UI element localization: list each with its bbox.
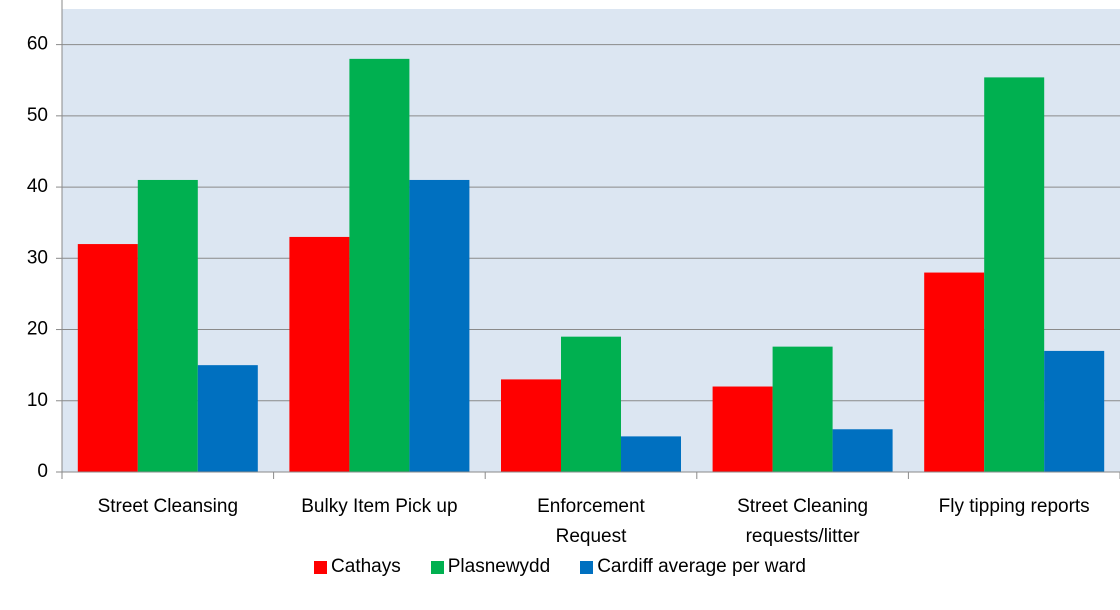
x-tick-label: Bulky Item Pick up [301,496,458,517]
y-tick-label: 50 [27,105,48,126]
bar [349,58,410,472]
y-tick-label: 40 [27,176,48,197]
bar [924,272,985,472]
bar [409,179,470,472]
bar [137,179,198,472]
legend-item: Plasnewydd [430,556,551,578]
y-tick-label: 30 [27,247,48,268]
x-tick-label: Street Cleansing [97,496,239,517]
legend-label: Cardiff average per ward [597,556,806,577]
y-tick-label: 60 [27,34,48,55]
bar [1044,350,1105,472]
x-tick-label: Fly tipping reports [938,496,1090,517]
y-tick-label: 0 [37,461,48,482]
legend-label: Plasnewydd [447,556,551,577]
legend-swatch [314,560,328,574]
y-tick-label: 10 [27,390,48,411]
bar [772,346,833,472]
bar [712,386,773,472]
legend-label: Cathays [331,556,401,577]
legend-item: Cathays [314,556,401,578]
legend-swatch [580,560,594,574]
bar [77,244,138,472]
bar [289,236,350,472]
bar [984,77,1045,473]
legend: Cathays Plasnewydd Cardiff average per war… [0,556,1120,578]
bar [621,436,681,472]
bar [501,379,561,472]
bar [197,365,258,472]
y-tick-label: 20 [27,319,48,340]
legend-item: Cardiff average per ward [580,556,806,578]
bar [832,429,893,472]
bar [561,336,621,472]
legend-swatch [430,560,444,574]
x-tick-label: Street Cleaning requests/litter [737,496,869,547]
x-tick-label: Enforcement Request [537,496,645,547]
